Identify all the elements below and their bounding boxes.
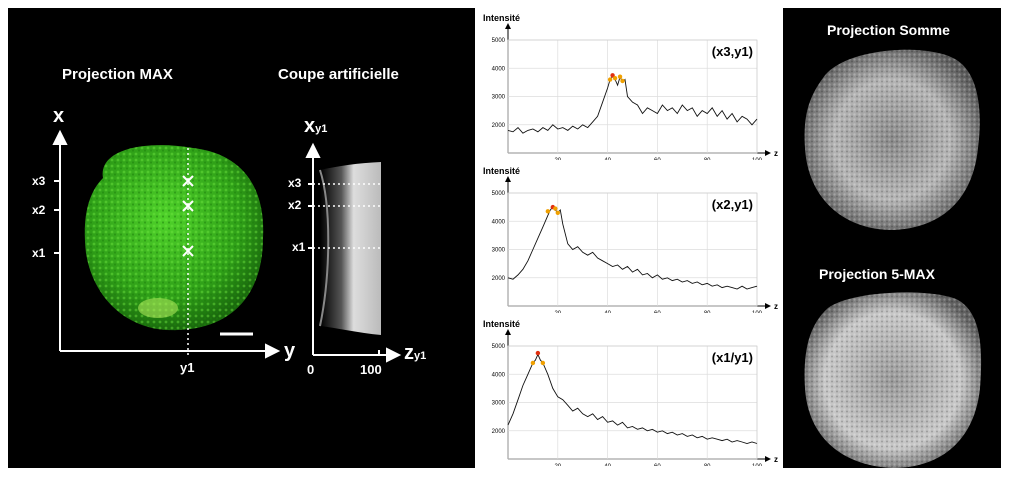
tick-x3: x3 — [32, 174, 46, 188]
plot-peak-marker — [607, 77, 613, 82]
plot-xtick-label: 60 — [654, 311, 661, 313]
max5-projection-title: Projection 5-MAX — [819, 266, 935, 282]
max-axes — [52, 129, 281, 359]
plot-ytick-label: 2000 — [492, 429, 506, 435]
max-projection-title: Projection MAX — [62, 66, 173, 83]
cut-dashed-lines — [313, 183, 380, 249]
plot-x-arrow — [765, 150, 771, 156]
y-axis-label: y — [284, 340, 296, 362]
plot-annotation: (x2,y1) — [712, 197, 753, 212]
x-axis-label: x — [53, 105, 65, 127]
plot-xtick-label: 100 — [752, 158, 763, 160]
intensity-plot-svg-2: Intensité z 2000 3000 4000 5000 20 40 60 80 100 (x2… — [483, 166, 778, 313]
plot-xtick-label: 40 — [604, 158, 611, 160]
plot-xtick-label: 80 — [704, 158, 711, 160]
projection-images — [804, 49, 982, 468]
z-tick-100: 100 — [360, 362, 382, 377]
cut-tick-x2: x2 — [288, 198, 302, 212]
sum-projection-title: Projection Somme — [827, 22, 950, 38]
plot-y-arrow — [505, 176, 511, 182]
intensity-profiles-panel: Intensité z 2000 3000 4000 5000 20 40 60 80 100 (x3… — [475, 8, 783, 468]
max-projection-panel: Projection MAX Coupe artificielle — [8, 8, 475, 468]
plot-peak-marker — [535, 350, 541, 356]
max-projection-diagram — [52, 129, 402, 363]
plot-ylabel: Intensité — [483, 319, 520, 329]
z-axis-label: zy1 — [404, 342, 427, 364]
plot-xlabel: z — [774, 149, 778, 158]
plot-xlabel: z — [774, 455, 778, 464]
plot-xtick-label: 20 — [554, 311, 561, 313]
z-tick-0: 0 — [307, 362, 315, 377]
cross-markers — [182, 175, 194, 257]
plot-xtick-label: 40 — [604, 311, 611, 313]
plot-annotation: (x3,y1) — [712, 44, 753, 59]
cut-axes — [305, 142, 402, 363]
plot-xtick-label: 60 — [654, 158, 661, 160]
plot-frame — [507, 39, 758, 154]
plot-ytick-label: 3000 — [492, 95, 506, 101]
plot-ytick-label: 4000 — [492, 66, 506, 72]
plot-xtick-label: 80 — [704, 464, 711, 466]
plot-series-line — [507, 353, 758, 444]
intensity-plot-svg-1: Intensité z 2000 3000 4000 5000 20 40 60 80 100 (x3… — [483, 13, 778, 160]
plot-xtick-label: 20 — [554, 464, 561, 466]
plot-peak-marker — [545, 209, 551, 214]
green-spheroid — [84, 145, 264, 331]
projection-comparison-panel: Projection Somme Projection 5-MAX — [783, 8, 1001, 468]
plot-y-arrow — [505, 23, 511, 29]
plot-ytick-label: 5000 — [492, 344, 506, 350]
plot-x-arrow — [765, 303, 771, 309]
plot-annotation: (x1/y1) — [712, 350, 753, 365]
plot-xtick-label: 100 — [752, 311, 763, 313]
plot-series-line — [507, 75, 758, 134]
y1-label: y1 — [180, 360, 195, 375]
intensity-plot-2: Intensité z 2000 3000 4000 5000 20 40 60 80 100 (x2… — [475, 163, 783, 313]
plot-ytick-label: 3000 — [492, 248, 506, 254]
plot-ylabel: Intensité — [483, 166, 520, 176]
plot-xlabel: z — [774, 302, 778, 311]
plot-xtick-label: 100 — [752, 464, 763, 466]
max5-projection-image — [804, 292, 982, 468]
plot-peak-marker — [553, 206, 558, 211]
cut-tick-x3: x3 — [288, 176, 302, 190]
plot-peak-marker — [530, 360, 536, 366]
plot-ytick-label: 4000 — [492, 372, 506, 378]
plot-series-line — [507, 206, 758, 290]
tick-x2: x2 — [32, 203, 46, 217]
plot-peak-marker — [620, 78, 625, 84]
sum-projection-image — [804, 49, 980, 230]
plot-peak-marker — [617, 74, 623, 79]
plot-x-arrow — [765, 456, 771, 462]
intensity-plot-svg-3: Intensité z 2000 3000 4000 5000 20 40 60 80 100 (x1… — [483, 319, 778, 466]
plot-xtick-label: 40 — [604, 464, 611, 466]
plot-ytick-label: 5000 — [492, 38, 506, 44]
plot-ytick-label: 2000 — [492, 123, 506, 129]
plot-frame — [507, 192, 758, 307]
plot-peak-marker — [555, 210, 560, 215]
plot-xtick-label: 20 — [554, 158, 561, 160]
plot-ytick-label: 4000 — [492, 219, 506, 225]
cut-tick-x1: x1 — [292, 240, 306, 254]
plot-peak-marker — [540, 360, 546, 366]
plot-peak-marker — [610, 73, 615, 78]
plot-ytick-label: 3000 — [492, 401, 506, 407]
intensity-plot-3: Intensité z 2000 3000 4000 5000 20 40 60 80 100 (x1… — [475, 316, 783, 466]
plot-frame — [507, 345, 758, 460]
plot-ytick-label: 2000 — [492, 276, 506, 282]
plot-ytick-label: 5000 — [492, 191, 506, 197]
tick-x1: x1 — [32, 246, 46, 260]
plot-ylabel: Intensité — [483, 13, 520, 23]
artificial-cut-title: Coupe artificielle — [278, 66, 399, 83]
plot-xtick-label: 60 — [654, 464, 661, 466]
intensity-plot-1: Intensité z 2000 3000 4000 5000 20 40 60 80 100 (x3… — [475, 10, 783, 160]
plot-peak-marker — [612, 75, 618, 81]
cut-axis-label: xy1 — [304, 115, 328, 137]
plot-xtick-label: 80 — [704, 311, 711, 313]
plot-y-arrow — [505, 329, 511, 335]
